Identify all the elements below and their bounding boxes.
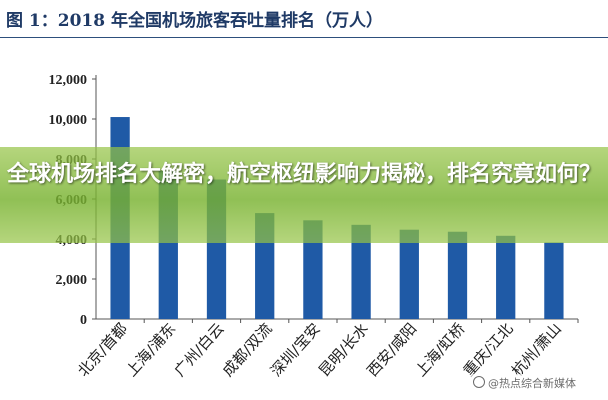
- x-tick-label: 深圳/宝安: [267, 320, 324, 380]
- headline-text: 全球机场排名大解密，航空枢纽影响力揭秘，排名究竟如何？: [6, 162, 601, 187]
- x-tick-label: 广州/白云: [171, 320, 228, 380]
- x-tick-label: 上海/浦东: [122, 320, 179, 380]
- x-tick-label: 杭州/萧山: [508, 320, 565, 380]
- bar: [447, 231, 468, 319]
- x-tick-label: 西安/咸阳: [363, 320, 420, 380]
- x-tick-label: 昆明/长水: [315, 320, 372, 380]
- x-tick-label: 成都/双流: [219, 320, 276, 380]
- y-tick-label: 10,000: [49, 113, 88, 128]
- bar: [351, 224, 371, 319]
- watermark: @热点综合新媒体: [470, 374, 579, 392]
- bar: [496, 235, 516, 319]
- x-tick-label: 重庆/江北: [460, 320, 517, 380]
- bar: [303, 220, 323, 319]
- bar: [544, 242, 564, 319]
- bar: [399, 229, 419, 319]
- y-tick-label: 2,000: [56, 273, 88, 288]
- title-divider: [0, 37, 608, 38]
- x-tick-label: 北京/首都: [74, 320, 131, 380]
- y-tick-label: 0: [80, 313, 87, 328]
- watermark-text: @热点综合新媒体: [488, 377, 576, 390]
- y-tick-label: 12,000: [49, 73, 88, 88]
- headline-banner: [0, 147, 608, 243]
- chart-title: 图 1：2018 年全国机场旅客吞吐量排名（万人）: [6, 11, 383, 31]
- x-tick-label: 上海/虹桥: [412, 320, 469, 380]
- watermark-logo-icon: [473, 376, 485, 388]
